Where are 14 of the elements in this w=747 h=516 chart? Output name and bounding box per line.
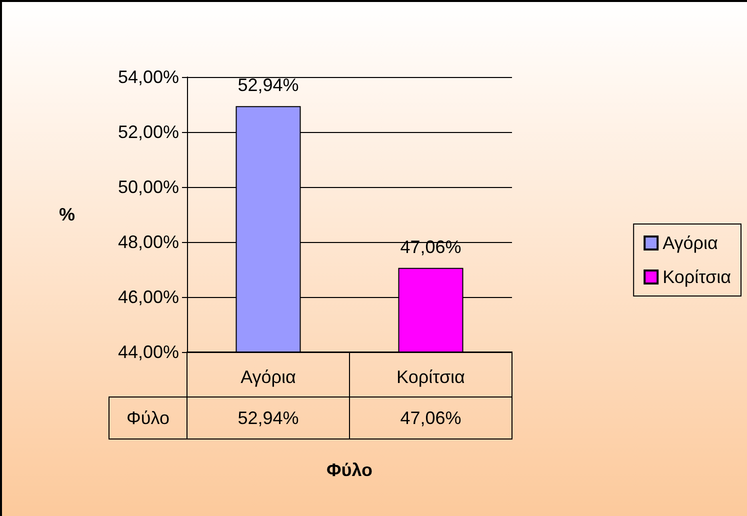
y-tick-label: 50,00% [118, 177, 179, 197]
x-axis-title: Φύλο [326, 460, 373, 480]
y-tick-label: 44,00% [118, 342, 179, 362]
text: 52,94% [238, 408, 299, 428]
y-axis-title: % [58, 204, 75, 224]
y-tick-label: 52,00% [118, 122, 179, 142]
y-tick-label: 46,00% [118, 287, 179, 307]
legend-label: Κορίτσια [662, 267, 731, 287]
text: Φύλο [126, 408, 170, 428]
text: 47,06% [400, 408, 462, 428]
y-tick-label: 48,00% [118, 232, 179, 252]
y-tick-label: 54,00% [118, 67, 179, 87]
data-label: 52,94% [238, 75, 299, 96]
legend-label: Αγόρια [662, 233, 718, 253]
